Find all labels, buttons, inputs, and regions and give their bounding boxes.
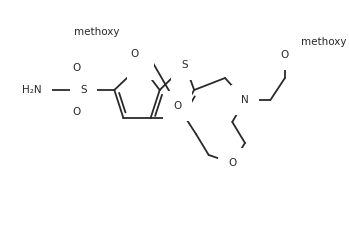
Text: S: S xyxy=(137,60,144,70)
Text: methoxy: methoxy xyxy=(74,27,120,37)
Text: H₂N: H₂N xyxy=(22,85,42,95)
Text: O: O xyxy=(72,63,80,73)
Text: O: O xyxy=(228,158,236,168)
Text: N: N xyxy=(241,95,249,105)
Text: S: S xyxy=(182,60,188,70)
Text: O: O xyxy=(72,107,80,117)
Text: O: O xyxy=(281,50,289,60)
Text: methoxy: methoxy xyxy=(301,37,347,47)
Text: S: S xyxy=(80,85,87,95)
Text: O: O xyxy=(174,101,182,111)
Text: O: O xyxy=(130,49,139,59)
